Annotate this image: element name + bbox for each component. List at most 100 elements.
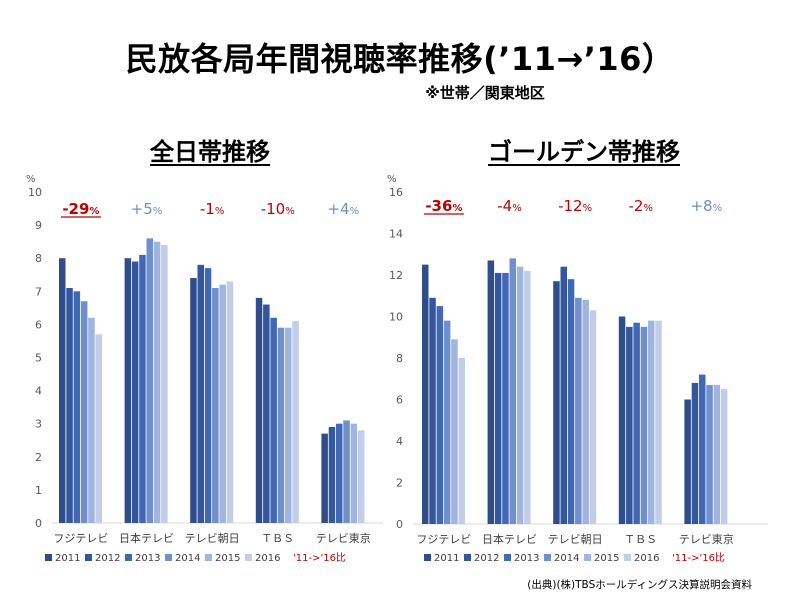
change-unit: % bbox=[153, 206, 163, 217]
change-unit: % bbox=[215, 206, 225, 217]
x-tick-label: テレビ東京 bbox=[316, 531, 371, 545]
legend-label: 2014 bbox=[175, 553, 200, 564]
page-title: 民放各局年間視聴率推移(’11→’16） bbox=[125, 40, 675, 78]
bar-2015-3 bbox=[285, 327, 292, 523]
x-tick-label: テレビ朝日 bbox=[185, 532, 240, 545]
y-tick-label: 7 bbox=[35, 285, 42, 298]
bar-2011-4 bbox=[684, 399, 691, 524]
source-note: (出典)(株)TBSホールディングス決算説明会資料 bbox=[527, 579, 752, 591]
bar-2015-4 bbox=[713, 384, 721, 524]
legend-note: '11->'16比 bbox=[293, 552, 346, 564]
x-tick-label: テレビ朝日 bbox=[548, 533, 603, 546]
change-value: +5 bbox=[131, 200, 153, 218]
bar-2015-2 bbox=[582, 299, 589, 524]
bar-2013-3 bbox=[270, 317, 277, 523]
bar-2016-3 bbox=[292, 321, 299, 523]
bar-2015-1 bbox=[153, 241, 161, 523]
change-annotation: +4% bbox=[327, 200, 359, 218]
y-tick-label: 8 bbox=[396, 352, 403, 365]
bar-2013-1 bbox=[139, 254, 146, 523]
y-tick-label: 0 bbox=[396, 518, 403, 531]
x-tick-label: フジテレビ bbox=[416, 533, 471, 546]
change-annotation: -29% bbox=[62, 200, 99, 218]
y-tick-label: 1 bbox=[35, 484, 42, 497]
change-unit: % bbox=[583, 203, 593, 214]
bar-2011-3 bbox=[618, 316, 626, 524]
change-value: -29 bbox=[62, 200, 89, 218]
bar-2016-3 bbox=[655, 320, 662, 524]
bar-2011-1 bbox=[124, 258, 132, 523]
bar-2011-2 bbox=[553, 281, 560, 524]
bar-2016-4 bbox=[720, 389, 728, 524]
bar-2014-2 bbox=[575, 297, 582, 524]
change-unit: % bbox=[350, 206, 360, 217]
change-value: -2 bbox=[628, 197, 643, 215]
legend-label: 2016 bbox=[634, 553, 659, 564]
legend-swatch-2012 bbox=[464, 554, 471, 561]
page-subtitle: ※世帯／関東地区 bbox=[425, 84, 545, 102]
bar-2012-4 bbox=[328, 427, 336, 523]
bar-2016-0 bbox=[95, 334, 102, 523]
y-tick-label: 10 bbox=[389, 311, 403, 324]
legend-label: 2012 bbox=[95, 553, 120, 564]
change-unit: % bbox=[713, 203, 723, 214]
bar-2012-3 bbox=[626, 326, 633, 524]
y-tick-label: 9 bbox=[35, 219, 42, 232]
change-annotation: +8% bbox=[690, 197, 722, 215]
bar-2012-4 bbox=[691, 382, 699, 524]
x-tick-label: テレビ東京 bbox=[679, 532, 734, 546]
bar-2013-2 bbox=[567, 279, 575, 524]
change-annotation: -4% bbox=[497, 197, 521, 215]
bar-2016-2 bbox=[589, 310, 597, 524]
legend-label: 2014 bbox=[554, 553, 579, 564]
bar-2015-2 bbox=[219, 284, 226, 523]
change-value: -12 bbox=[558, 197, 583, 215]
y-tick-label: 3 bbox=[35, 418, 42, 431]
legend-label: 2011 bbox=[55, 553, 80, 564]
bar-2014-1 bbox=[509, 258, 516, 524]
bar-2012-3 bbox=[263, 304, 270, 523]
legend-swatch-2013 bbox=[504, 554, 511, 561]
legend-swatch-2016 bbox=[245, 554, 252, 561]
change-value: -1 bbox=[200, 200, 215, 218]
legend-swatch-2013 bbox=[125, 554, 132, 561]
bar-2016-1 bbox=[161, 244, 168, 523]
bar-2012-1 bbox=[494, 272, 502, 524]
bar-2015-3 bbox=[648, 320, 655, 524]
y-tick-label: 4 bbox=[396, 435, 403, 448]
legend-swatch-2012 bbox=[85, 554, 92, 561]
y-tick-label: 6 bbox=[35, 318, 42, 331]
y-tick-label: 2 bbox=[35, 451, 42, 464]
change-annotation: +5% bbox=[131, 200, 163, 218]
bar-2012-0 bbox=[429, 297, 436, 524]
legend-swatch-2011 bbox=[45, 554, 52, 561]
change-value: +4 bbox=[327, 200, 349, 218]
x-tick-label: フジテレビ bbox=[53, 532, 108, 545]
bar-2012-1 bbox=[131, 261, 139, 523]
change-unit: % bbox=[512, 203, 522, 214]
y-tick-label: 4 bbox=[35, 385, 42, 398]
change-value: +8 bbox=[690, 197, 712, 215]
y-tick-label: 2 bbox=[396, 477, 403, 490]
bar-2013-4 bbox=[336, 423, 343, 523]
change-annotation: -12% bbox=[558, 197, 592, 215]
bar-2014-1 bbox=[146, 238, 153, 523]
bar-2012-0 bbox=[66, 287, 73, 523]
y-axis-unit: % bbox=[26, 174, 36, 185]
x-tick-label: ＴＢＳ bbox=[624, 533, 657, 546]
bar-2012-2 bbox=[560, 266, 567, 524]
y-tick-label: 0 bbox=[35, 517, 42, 530]
y-tick-label: 5 bbox=[35, 352, 42, 365]
bar-2013-2 bbox=[204, 268, 212, 523]
legend-swatch-2014 bbox=[165, 554, 172, 561]
bar-2016-4 bbox=[357, 430, 365, 523]
bar-2014-0 bbox=[443, 320, 451, 524]
legend-swatch-2016 bbox=[624, 554, 631, 561]
bar-2011-1 bbox=[487, 260, 495, 524]
x-tick-label: 日本テレビ bbox=[119, 531, 174, 545]
legend-swatch-2015 bbox=[584, 554, 591, 561]
chart-title-golden: ゴールデン帯推移 bbox=[488, 138, 680, 166]
change-annotation: -2% bbox=[628, 197, 652, 215]
